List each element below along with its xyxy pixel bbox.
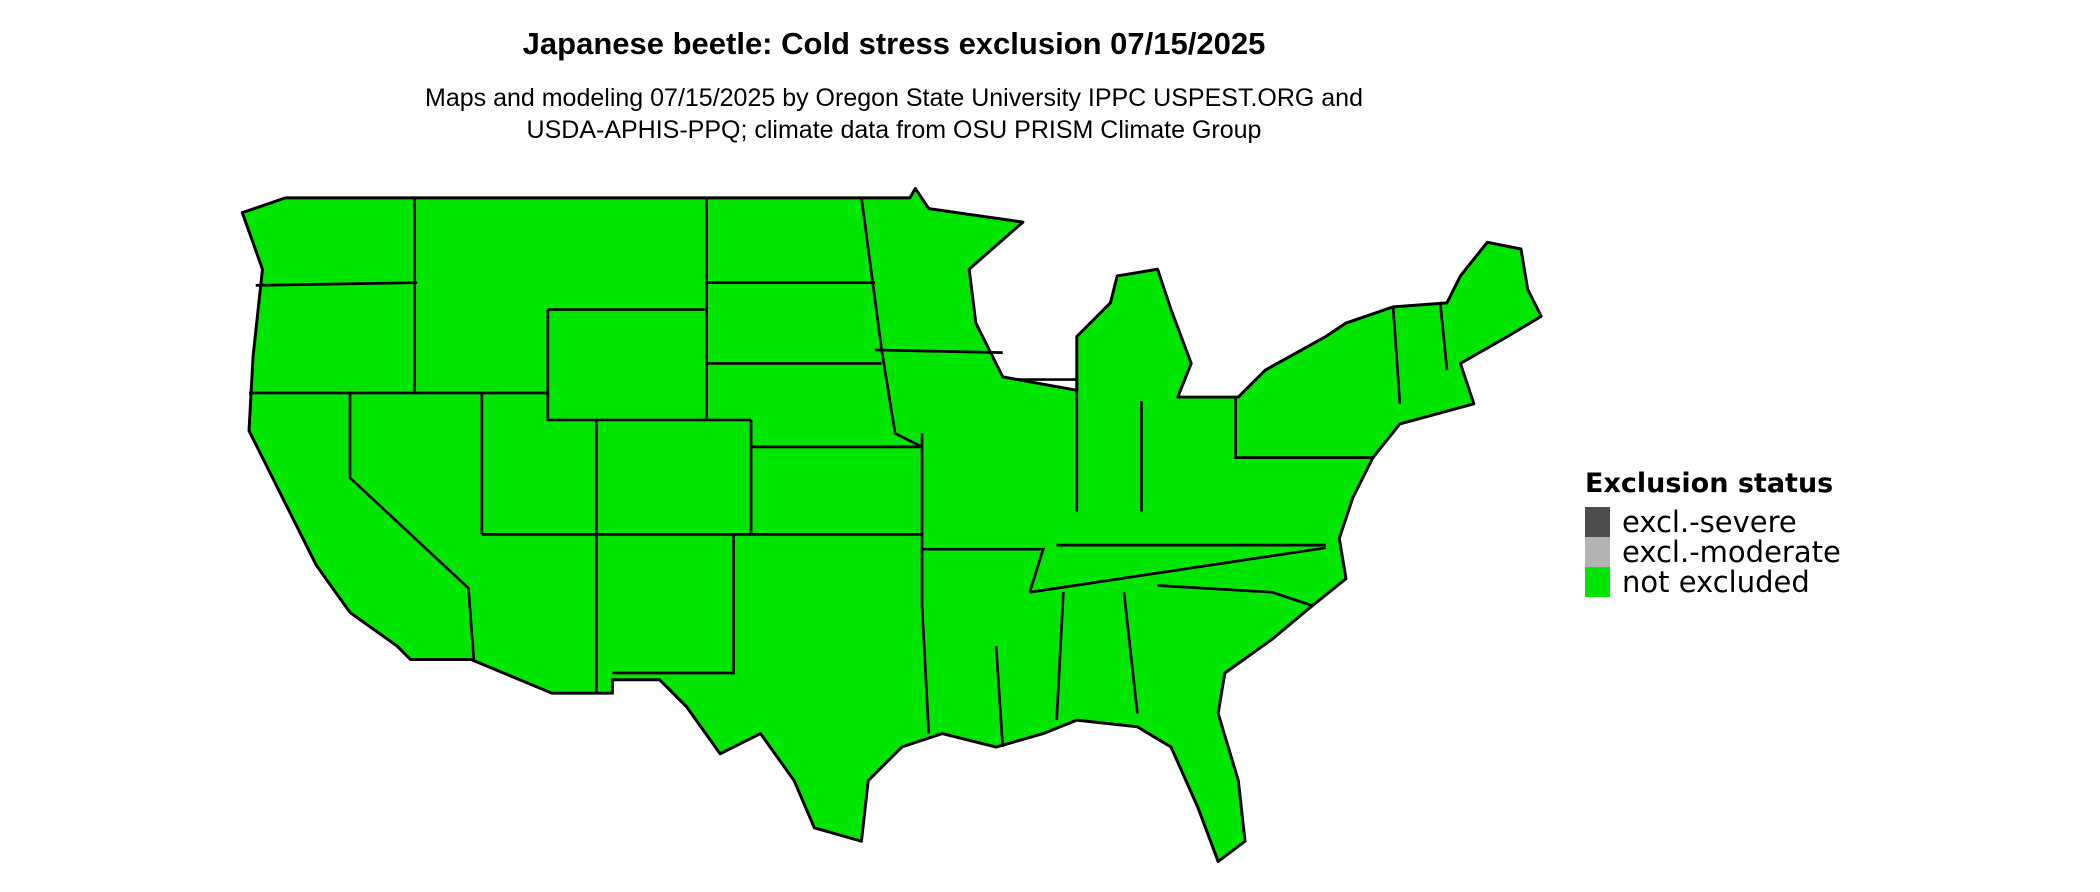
legend-label: excl.-severe bbox=[1622, 505, 1797, 539]
conus-outline bbox=[240, 186, 1543, 863]
map-subtitle-line-1: Maps and modeling 07/15/2025 by Oregon S… bbox=[425, 84, 1363, 112]
legend-label: excl.-moderate bbox=[1622, 535, 1841, 569]
legend: Exclusion status excl.-severe excl.-mode… bbox=[1585, 468, 1841, 599]
legend-swatch-not-excluded bbox=[1585, 567, 1610, 597]
legend-swatch-moderate bbox=[1585, 537, 1610, 567]
map-subtitle-line-2: USDA-APHIS-PPQ; climate data from OSU PR… bbox=[526, 116, 1262, 144]
legend-item-not-excluded: not excluded bbox=[1585, 565, 1841, 599]
map-title: Japanese beetle: Cold stress exclusion 0… bbox=[522, 26, 1266, 61]
legend-item-moderate: excl.-moderate bbox=[1585, 535, 1841, 569]
legend-swatch-severe bbox=[1585, 507, 1610, 537]
state-borders bbox=[249, 197, 1449, 748]
legend-title: Exclusion status bbox=[1585, 468, 1834, 499]
legend-label: not excluded bbox=[1622, 565, 1810, 599]
legend-item-severe: excl.-severe bbox=[1585, 505, 1841, 539]
